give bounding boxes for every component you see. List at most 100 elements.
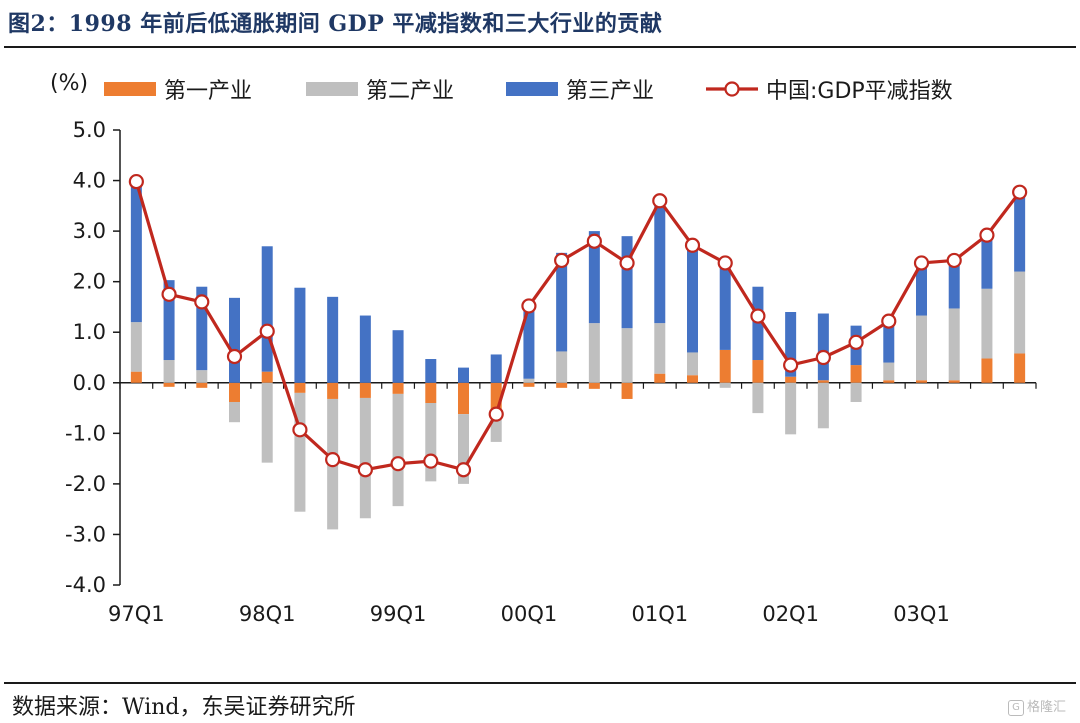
gdp-deflator-point (815, 349, 831, 366)
bar-primary-industry (490, 382, 502, 411)
bar-primary-industry (752, 360, 764, 383)
bar-primary-industry (588, 382, 600, 389)
bar-secondary-industry (490, 410, 502, 442)
bar-tertiary-industry (654, 205, 666, 324)
bar-secondary-industry (916, 315, 927, 381)
y-tick-label: 5.0 (73, 118, 106, 142)
bar-primary-industry (523, 382, 535, 387)
y-unit-label: (%) (50, 71, 88, 96)
figure-title: 图2：1998 年前后低通胀期间 GDP 平减指数和三大行业的贡献 (8, 11, 663, 37)
bar-secondary-industry (261, 382, 273, 463)
gdp-deflator-point (979, 227, 995, 243)
bar-tertiary-industry (163, 280, 175, 361)
bar-tertiary-industry (392, 330, 404, 383)
bar-secondary-industry (523, 378, 535, 383)
bar-tertiary-industry (261, 246, 273, 372)
bar-tertiary-industry (327, 296, 339, 383)
bar-primary-industry (196, 382, 208, 388)
y-tick-label: -4.0 (65, 573, 106, 597)
bar-primary-industry (785, 376, 797, 383)
legend-marker (724, 81, 740, 97)
bar-primary-industry (981, 358, 993, 383)
bar-primary-industry (817, 380, 829, 383)
bar-primary-industry (654, 373, 666, 383)
gdp-deflator-point (554, 252, 570, 269)
y-tick-label: 4.0 (73, 169, 106, 193)
gdp-deflator-line-path (134, 181, 1021, 472)
legend-swatch (506, 82, 558, 96)
watermark: G 格隆汇 (1007, 696, 1066, 716)
bar-tertiary-industry (948, 260, 960, 309)
bar-tertiary-industry (785, 312, 797, 377)
title-rule (4, 46, 1076, 48)
bar-secondary-industry (719, 382, 731, 388)
y-tick-label: 1.0 (73, 320, 106, 344)
y-tick-label: 0.0 (73, 371, 106, 395)
bar-tertiary-industry (817, 313, 829, 381)
legend-label: 第一产业 (164, 79, 252, 104)
bar-secondary-industry (196, 370, 208, 383)
chart: 第一产业 第二产业 第三产业 中国:GDP平减指数 (%) 5.0 4.0 3.0 2.0 1… (50, 71, 1037, 626)
legend-swatch (104, 82, 156, 96)
gdp-deflator-point (390, 456, 406, 472)
gdp-deflator-point (652, 193, 668, 209)
y-tick-label: -3.0 (65, 522, 106, 546)
x-tick-label: 03Q1 (893, 602, 950, 626)
axes (113, 129, 1037, 586)
gdp-deflator-line (128, 173, 1028, 478)
y-tick-label: 3.0 (73, 219, 106, 243)
bar-primary-industry (719, 349, 731, 383)
bar-tertiary-industry (425, 359, 437, 383)
bar-tertiary-industry (916, 262, 927, 316)
bar-secondary-industry (556, 351, 568, 383)
x-tick-label: 99Q1 (370, 602, 427, 626)
bar-primary-industry (458, 382, 469, 415)
gdp-deflator-point (488, 406, 504, 422)
gdp-deflator-point (586, 233, 602, 249)
legend-swatch (306, 82, 358, 96)
gdp-deflator-point (194, 294, 210, 310)
bar-tertiary-industry (196, 286, 208, 371)
legend-label: 第三产业 (566, 79, 654, 104)
gdp-deflator-point (521, 298, 537, 314)
bar-secondary-industry (883, 362, 895, 381)
bar-tertiary-industry (556, 252, 568, 352)
gdp-deflator-point (357, 462, 373, 478)
gdp-deflator-point (750, 308, 766, 324)
watermark-text: 格隆汇 (1026, 700, 1066, 715)
bar-secondary-industry (687, 352, 698, 376)
bar-tertiary-industry (719, 268, 731, 350)
bar-primary-industry (327, 382, 339, 399)
gdp-deflator-point (292, 422, 308, 438)
legend-label: 第二产业 (366, 79, 454, 104)
bars (130, 181, 1026, 530)
gdp-deflator-point (783, 357, 799, 373)
bar-secondary-industry (981, 288, 993, 359)
gdp-deflator-point (1012, 184, 1028, 200)
bar-primary-industry (687, 375, 698, 383)
bar-tertiary-industry (1014, 193, 1026, 272)
gdp-deflator-point (226, 348, 243, 365)
bar-secondary-industry (817, 382, 829, 429)
bar-secondary-industry (163, 360, 175, 383)
bar-tertiary-industry (458, 367, 469, 383)
bar-primary-industry (392, 382, 404, 394)
bar-tertiary-industry (883, 319, 895, 363)
gdp-deflator-point (684, 237, 701, 253)
x-tick-label: 01Q1 (631, 602, 688, 626)
gdp-deflator-point (619, 255, 635, 271)
watermark-logo-icon: G (1007, 699, 1024, 716)
legend: 第一产业 第二产业 第三产业 中国:GDP平减指数 (104, 79, 953, 104)
gdp-deflator-point (717, 255, 733, 271)
gdp-deflator-point (946, 252, 962, 269)
x-tick-label: 97Q1 (108, 602, 165, 626)
x-tick-label: 98Q1 (239, 602, 296, 626)
bar-primary-industry (916, 380, 927, 383)
gdp-deflator-point (325, 452, 341, 468)
bar-tertiary-industry (588, 231, 600, 324)
bar-primary-industry (261, 371, 273, 383)
bar-primary-industry (130, 371, 142, 383)
bar-secondary-industry (458, 414, 469, 484)
bar-secondary-industry (588, 323, 600, 383)
gdp-deflator-point (455, 462, 472, 478)
